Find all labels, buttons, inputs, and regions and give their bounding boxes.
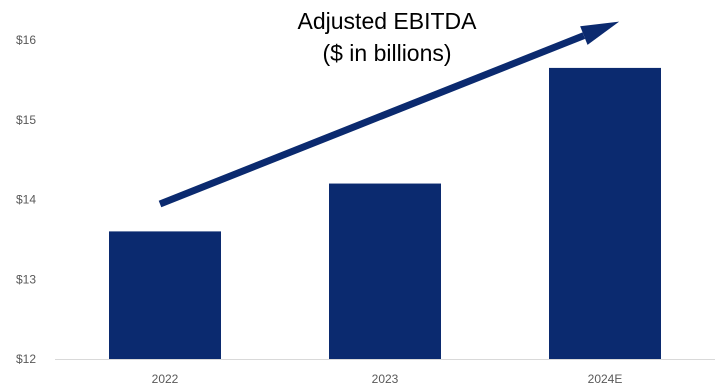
chart-subtitle: ($ in billions) [322,40,451,66]
trend-arrow [158,21,620,208]
bar-2024E [549,67,661,359]
bar-2023 [329,183,441,359]
y-tick-label: $16 [16,33,36,47]
arrow-head [580,21,620,45]
y-tick-label: $13 [16,272,36,286]
category-labels: 2022 2023 2024E [152,372,623,386]
x-tick-label: 2022 [152,372,179,386]
y-tick-label: $14 [16,193,36,207]
bars [109,67,661,359]
y-axis: $12 $13 $14 $15 $16 [16,33,36,366]
chart-title: Adjusted EBITDA [298,8,478,34]
y-tick-label: $15 [16,113,36,127]
y-tick-label: $12 [16,352,36,366]
x-tick-label: 2024E [588,372,623,386]
arrow-shaft [158,32,586,208]
x-tick-label: 2023 [372,372,399,386]
bar-2022 [109,231,221,359]
